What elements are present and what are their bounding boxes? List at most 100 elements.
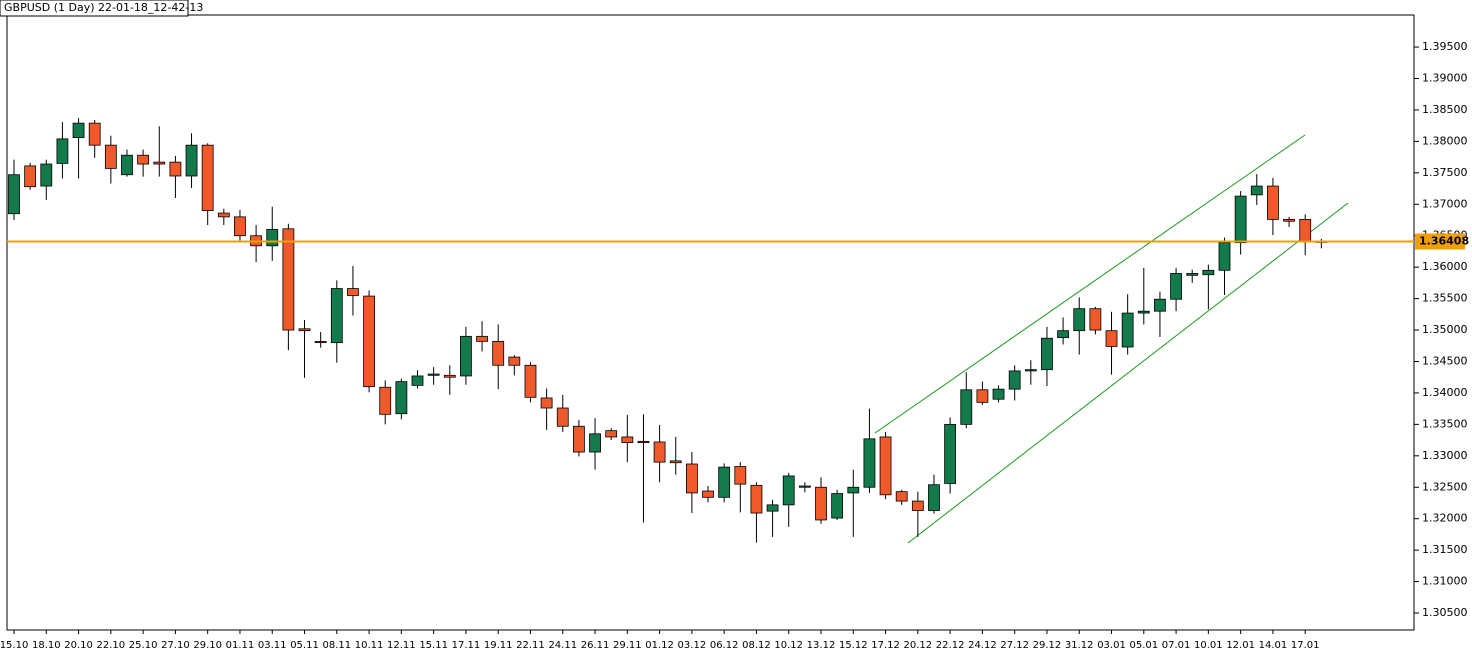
x-tick-label: 07.01 bbox=[1162, 640, 1191, 651]
x-tick-label: 26.11 bbox=[581, 640, 610, 651]
candle-body bbox=[443, 374, 456, 378]
plot-frame bbox=[6, 14, 1415, 631]
candle-body bbox=[411, 375, 424, 386]
y-tick-label: 1.32500 bbox=[1422, 480, 1468, 493]
y-tick-label: 1.34500 bbox=[1422, 354, 1468, 367]
y-tick-label: 1.38000 bbox=[1422, 134, 1468, 147]
candle-body bbox=[72, 122, 85, 139]
candle-body bbox=[847, 486, 860, 494]
candle-body bbox=[88, 122, 101, 146]
candle-body bbox=[653, 441, 666, 463]
candle-body bbox=[1154, 298, 1166, 312]
candle-body bbox=[911, 500, 924, 511]
candle-body bbox=[379, 386, 392, 415]
candle-body bbox=[1041, 337, 1053, 371]
candle-body bbox=[1073, 308, 1086, 332]
candle-body bbox=[621, 436, 634, 444]
candle-body bbox=[121, 154, 133, 176]
candle-body bbox=[137, 154, 150, 165]
candle-body bbox=[1024, 369, 1037, 372]
candle-body bbox=[1202, 269, 1215, 276]
chart-title: GBPUSD (1 Day) 22-01-18_12-42-13 bbox=[4, 1, 203, 14]
candle-body bbox=[169, 161, 182, 177]
candle-body bbox=[895, 491, 908, 502]
x-tick-label: 03.11 bbox=[258, 640, 287, 651]
candle-body bbox=[1057, 330, 1069, 338]
x-tick-label: 12.01 bbox=[1226, 640, 1255, 651]
x-tick-label: 31.12 bbox=[1065, 640, 1094, 651]
candle-body bbox=[702, 490, 714, 498]
x-tick-label: 03.01 bbox=[1097, 640, 1126, 651]
candle-body bbox=[815, 486, 827, 521]
x-tick-label: 20.12 bbox=[904, 640, 933, 651]
candle-body bbox=[605, 430, 618, 438]
x-tick-label: 25.10 bbox=[129, 640, 158, 651]
channel-lower bbox=[907, 202, 1349, 544]
x-tick-label: 22.12 bbox=[936, 640, 965, 651]
candle-body bbox=[1170, 273, 1182, 300]
candle-body bbox=[201, 144, 214, 211]
x-tick-label: 27.10 bbox=[161, 640, 190, 651]
candle-body bbox=[798, 485, 811, 488]
candle-body bbox=[1283, 218, 1295, 222]
candle-body bbox=[1089, 308, 1102, 331]
candle-body bbox=[1299, 218, 1312, 243]
candle-body bbox=[685, 463, 698, 494]
candle-body bbox=[266, 229, 279, 247]
candle-body bbox=[863, 438, 876, 488]
channel-upper bbox=[874, 134, 1306, 434]
x-tick-label: 10.11 bbox=[355, 640, 384, 651]
candle-body bbox=[928, 484, 940, 511]
candle-body bbox=[573, 425, 585, 453]
candle-body bbox=[750, 484, 763, 514]
candle-body bbox=[718, 466, 731, 498]
x-tick-label: 08.11 bbox=[322, 640, 351, 651]
x-tick-label: 10.12 bbox=[774, 640, 803, 651]
candle-body bbox=[298, 328, 311, 332]
x-tick-label: 29.10 bbox=[193, 640, 222, 651]
candle-body bbox=[314, 340, 327, 344]
candle-body bbox=[56, 138, 69, 164]
candle-body bbox=[1234, 195, 1247, 244]
candle-body bbox=[992, 388, 1005, 400]
y-tick-label: 1.37500 bbox=[1422, 166, 1468, 179]
candle-body bbox=[8, 174, 20, 215]
y-tick-label: 1.33000 bbox=[1422, 449, 1468, 462]
candle-body bbox=[782, 475, 795, 506]
y-tick-label: 1.34000 bbox=[1422, 386, 1468, 399]
x-tick-label: 05.01 bbox=[1129, 640, 1158, 651]
y-tick-label: 1.38500 bbox=[1422, 103, 1468, 116]
candle-body bbox=[185, 144, 198, 177]
candle-body bbox=[40, 163, 53, 187]
x-tick-label: 17.01 bbox=[1291, 640, 1320, 651]
candle-body bbox=[944, 423, 957, 484]
candle-body bbox=[234, 216, 246, 237]
candle-body bbox=[1250, 185, 1263, 196]
y-tick-label: 1.30500 bbox=[1422, 606, 1468, 619]
y-tick-label: 1.32000 bbox=[1422, 512, 1468, 525]
price-label: 1.36408 bbox=[1419, 235, 1469, 248]
candle-body bbox=[960, 389, 973, 425]
x-tick-label: 14.01 bbox=[1259, 640, 1288, 651]
candle-body bbox=[395, 381, 408, 415]
y-tick-label: 1.39500 bbox=[1422, 40, 1468, 53]
x-tick-label: 20.10 bbox=[64, 640, 93, 651]
x-tick-label: 13.12 bbox=[807, 640, 836, 651]
candle-body bbox=[492, 340, 505, 366]
x-tick-label: 10.01 bbox=[1194, 640, 1223, 651]
candle-body bbox=[153, 161, 166, 165]
y-tick-label: 1.35500 bbox=[1422, 292, 1468, 305]
x-tick-label: 24.12 bbox=[968, 640, 997, 651]
y-tick-label: 1.39000 bbox=[1422, 72, 1468, 85]
candle-body bbox=[330, 288, 343, 344]
x-tick-label: 22.10 bbox=[97, 640, 126, 651]
y-tick-label: 1.35000 bbox=[1422, 323, 1468, 336]
x-tick-label: 15.12 bbox=[839, 640, 868, 651]
title-box bbox=[0, 0, 189, 17]
candle-body bbox=[766, 504, 779, 512]
y-tick-label: 1.36000 bbox=[1422, 260, 1468, 273]
candle-body bbox=[1121, 312, 1134, 348]
candle-body bbox=[734, 466, 747, 485]
x-tick-label: 05.11 bbox=[290, 640, 319, 651]
